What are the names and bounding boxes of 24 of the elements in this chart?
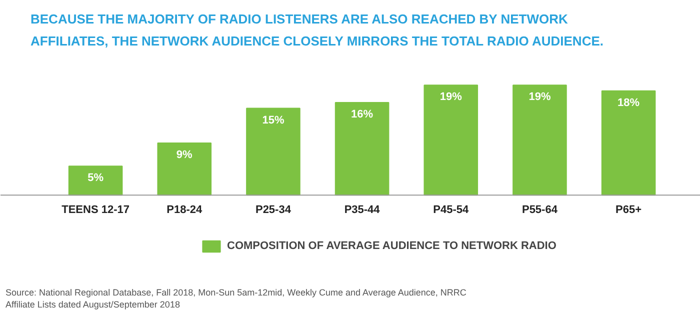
bar — [68, 166, 123, 196]
bar — [601, 90, 656, 196]
x-tick-label: P18-24 — [166, 204, 203, 216]
data-label: 15% — [262, 114, 284, 126]
data-label: 16% — [351, 108, 374, 121]
x-tick-label: P25-34 — [255, 204, 292, 216]
data-label: 18% — [618, 96, 640, 109]
data-label: 5% — [88, 172, 104, 184]
source-note: Source: National Regional Database, Fall 2018, Mon-Sun 5am-12mid, Weekly Cume and Average Audience, NRRC Affiliate Lists dated August/September 2018 — [6, 288, 467, 310]
legend-label: COMPOSITION OF AVERAGE AUDIENCE TO NETWORK RADIO — [227, 240, 556, 252]
chart-title: BECAUSE THE MAJORITY OF RADIO LISTENERS ARE ALSO REACHED BY NETWORK AFFILIATES, THE NETWORK AUDIENCE CLOSELY MIRRORS THE TOTAL RADIO AUDIENCE. — [30, 12, 604, 48]
x-tick-label: TEENS 12-17 — [62, 204, 130, 216]
bar — [334, 102, 390, 196]
data-label: 9% — [176, 149, 193, 162]
bar — [424, 84, 478, 196]
bar — [157, 142, 212, 196]
bar — [246, 108, 300, 196]
x-tick-label: P65+ — [616, 204, 642, 216]
data-label: 19% — [440, 91, 462, 104]
x-tick-label: P55-64 — [522, 204, 558, 216]
data-label: 19% — [528, 91, 551, 104]
bar — [512, 84, 567, 196]
x-tick-label: P45-54 — [433, 204, 470, 216]
x-tick-label: P35-44 — [344, 204, 381, 216]
